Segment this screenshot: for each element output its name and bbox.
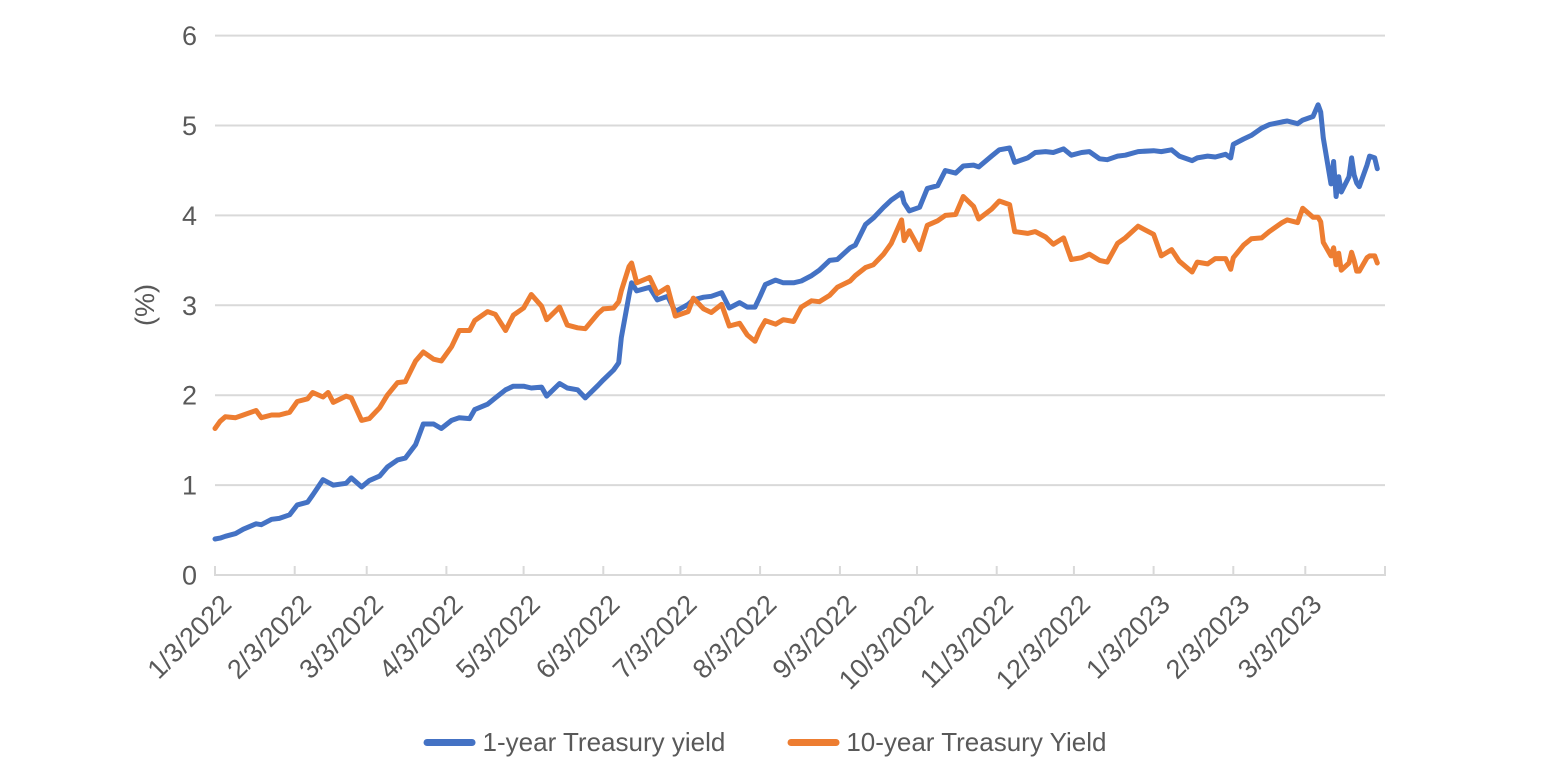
y-tick-label-0: 0 — [182, 560, 197, 590]
legend-swatch-1-year-icon — [423, 738, 476, 746]
y-tick-label-6: 6 — [182, 21, 197, 51]
y-tick-label-1: 1 — [182, 471, 197, 501]
x-tick-label: 7/3/2022 — [607, 589, 703, 685]
x-tick-label: 5/3/2022 — [450, 589, 546, 685]
legend-label-1-year: 1-year Treasury yield — [482, 727, 726, 757]
x-tick-label: 6/3/2022 — [530, 589, 626, 685]
legend-item-10-year-treasury-yield: 10-year Treasury Yield — [787, 727, 1106, 757]
series-line-10-year — [212, 194, 1380, 431]
y-axis-title: (%) — [130, 284, 160, 326]
y-tick-label-2: 2 — [182, 381, 197, 411]
y-tick-label-5: 5 — [182, 111, 197, 141]
x-tick-label: 1/3/2022 — [142, 589, 238, 685]
series-line-1-year — [212, 102, 1380, 542]
y-tick-label-4: 4 — [182, 201, 197, 231]
y-tick-label-3: 3 — [182, 291, 197, 321]
x-tick-label: 8/3/2022 — [687, 589, 783, 685]
legend-swatch-10-year-icon — [787, 738, 840, 746]
legend-label-10-year: 10-year Treasury Yield — [846, 727, 1107, 757]
x-tick-label: 4/3/2022 — [373, 589, 469, 685]
legend: 1-year Treasury yield 10-year Treasury Y… — [423, 727, 1106, 757]
legend-item-1-year-treasury-yield: 1-year Treasury yield — [423, 727, 726, 757]
x-tick-label: 1/3/2023 — [1080, 589, 1176, 685]
